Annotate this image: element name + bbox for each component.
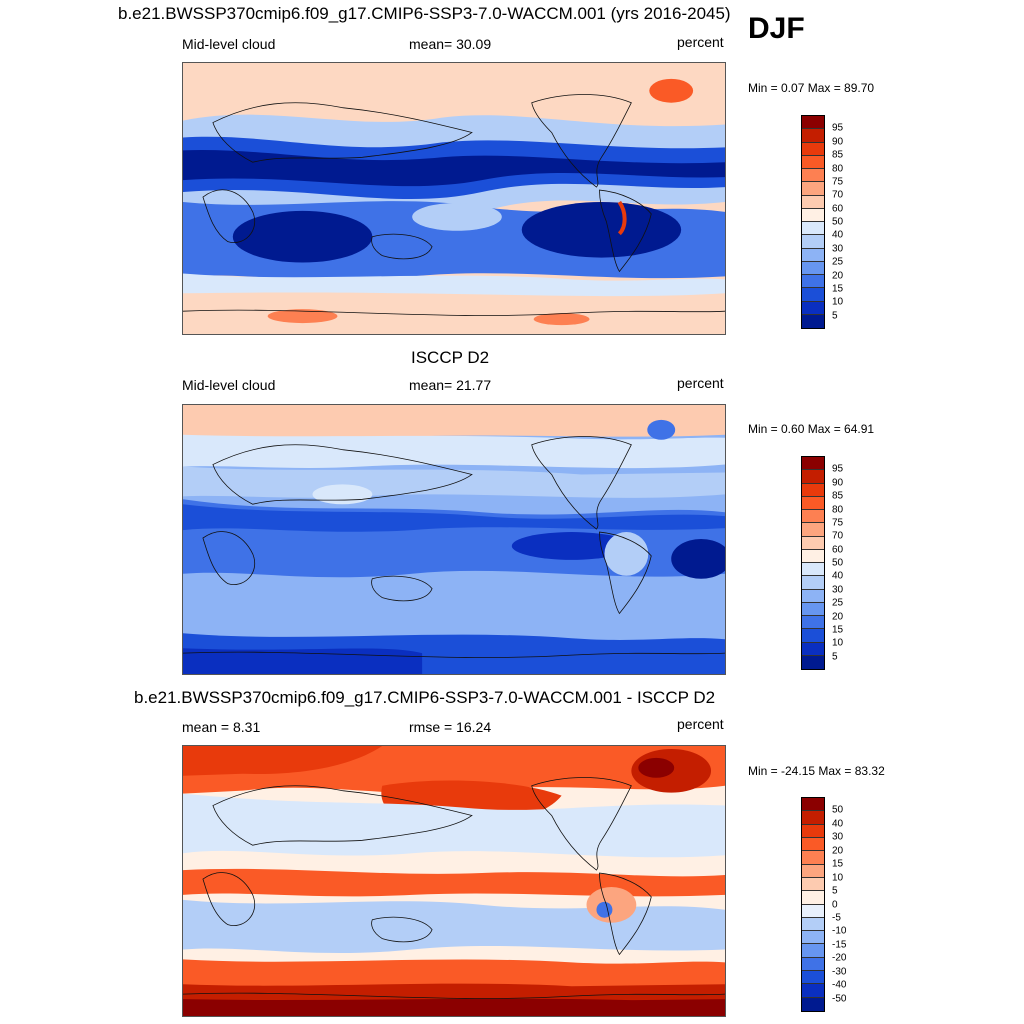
colorbar-tick-label: 80	[832, 163, 844, 174]
colorbar-tick-label: 5	[832, 885, 838, 897]
colorbar-tick-label: 80	[832, 504, 844, 515]
panel-1-map	[182, 62, 726, 335]
colorbar-tick-label: 25	[832, 256, 844, 268]
panel-2-mean-label: mean= 21.77	[409, 377, 492, 393]
panel-2-minmax: Min = 0.60 Max = 64.91	[748, 422, 875, 436]
panel-3-mean-label: mean = 8.31	[182, 719, 261, 735]
colorbar-tick-label: 60	[832, 203, 844, 215]
colorbar-tick-label: 30	[832, 584, 844, 596]
colorbar-tick-label: 40	[832, 818, 844, 830]
colorbar-tick-label: 50	[832, 216, 844, 228]
colorbar-tick-label: 30	[832, 243, 844, 255]
panel-3-colorbar	[801, 797, 825, 1012]
panel-3-rmse-label: rmse = 16.24	[409, 719, 492, 735]
panel-1-variable-label: Mid-level cloud	[182, 36, 276, 52]
colorbar-tick-label: 50	[832, 557, 844, 569]
colorbar-tick-label: 75	[832, 517, 844, 529]
colorbar-tick-label: 0	[832, 899, 838, 910]
panel-1-minmax: Min = 0.07 Max = 89.70	[748, 81, 875, 95]
colorbar-tick-label: 15	[832, 858, 844, 870]
panel-2-title: ISCCP D2	[411, 348, 490, 367]
colorbar-tick-label: 10	[832, 637, 844, 649]
colorbar-tick-label: 5	[832, 310, 838, 322]
panel-2-map	[182, 404, 726, 675]
colorbar-tick-label: -5	[832, 912, 841, 924]
colorbar-tick-label: 90	[832, 477, 844, 489]
colorbar-tick-label: -20	[832, 952, 847, 964]
colorbar-tick-label: 95	[832, 122, 844, 134]
season-label: DJF	[748, 12, 805, 45]
panel-3-minmax: Min = -24.15 Max = 83.32	[748, 764, 885, 778]
colorbar-tick-label: 40	[832, 229, 844, 241]
colorbar-tick-label: 85	[832, 490, 844, 502]
colorbar-tick-label: 75	[832, 176, 844, 188]
colorbar-tick-label: 20	[832, 845, 844, 857]
colorbar-tick-label: 60	[832, 544, 844, 556]
panel-2-colorbar	[801, 456, 825, 670]
colorbar-tick-label: 50	[832, 804, 844, 816]
colorbar-tick-label: -15	[832, 939, 847, 951]
colorbar-tick-label: 10	[832, 872, 844, 884]
colorbar-tick-label: 40	[832, 570, 844, 582]
panel-3-units-label: percent	[677, 716, 724, 732]
panel-1-units-label: percent	[677, 34, 724, 50]
colorbar-tick-label: 95	[832, 463, 844, 475]
colorbar-tick-label: -30	[832, 966, 847, 978]
colorbar-tick-label: 70	[832, 530, 844, 542]
colorbar-tick-label: 10	[832, 296, 844, 308]
panel-1-title: b.e21.BWSSP370cmip6.f09_g17.CMIP6-SSP3-7…	[118, 4, 731, 23]
colorbar-tick-label: 90	[832, 136, 844, 148]
colorbar-tick-label: -10	[832, 925, 847, 937]
panel-1-colorbar	[801, 115, 825, 329]
panel-3-title: b.e21.BWSSP370cmip6.f09_g17.CMIP6-SSP3-7…	[134, 688, 716, 707]
colorbar-tick-label: -40	[832, 979, 847, 991]
colorbar-tick-label: 70	[832, 189, 844, 201]
panel-3-map	[182, 745, 726, 1017]
panel-2-units-label: percent	[677, 375, 724, 391]
colorbar-tick-label: 85	[832, 149, 844, 161]
colorbar-tick-label: 5	[832, 651, 838, 663]
colorbar-tick-label: 20	[832, 611, 844, 622]
colorbar-tick-label: 15	[832, 624, 844, 636]
colorbar-tick-label: -50	[832, 993, 847, 1005]
panel-2-variable-label: Mid-level cloud	[182, 377, 276, 393]
panel-1-mean-label: mean= 30.09	[409, 36, 492, 52]
colorbar-tick-label: 20	[832, 270, 844, 281]
colorbar-tick-label: 15	[832, 283, 844, 295]
colorbar-tick-label: 25	[832, 597, 844, 609]
colorbar-tick-label: 30	[832, 831, 844, 843]
